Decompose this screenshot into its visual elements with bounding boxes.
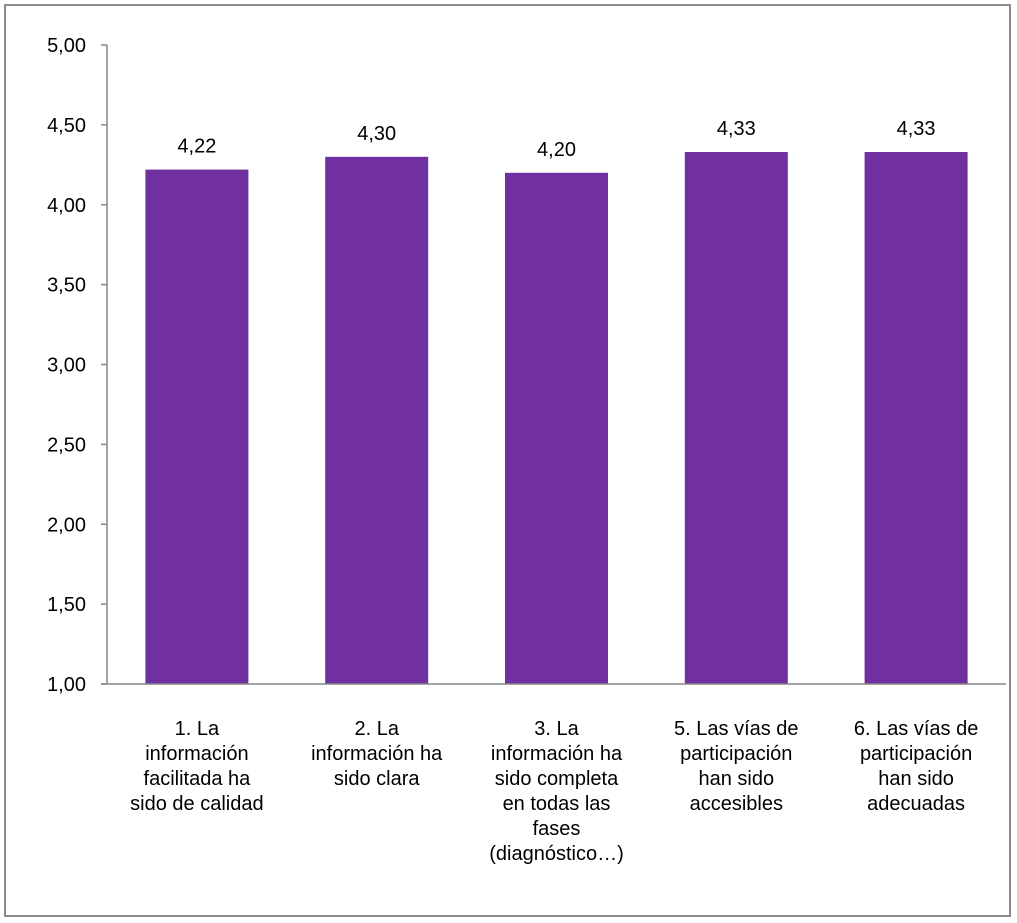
y-tick-label: 3,50: [47, 275, 86, 297]
data-label: 4,33: [897, 118, 936, 140]
y-tick-label: 1,50: [47, 594, 86, 616]
data-label: 4,30: [357, 123, 396, 145]
x-axis-labels: 1. La información facilitada ha sido de cal…: [130, 718, 978, 865]
y-tick-label: 4,00: [47, 195, 86, 217]
data-label: 4,20: [537, 139, 576, 161]
category-label: 5. Las vías de participación han sido acces…: [674, 718, 799, 815]
category-label: 3. La información ha sido completa en todas…: [489, 718, 624, 865]
category-label: 1. La información facilitada ha sido de cal…: [130, 718, 263, 815]
y-tick-label: 1,00: [47, 674, 86, 696]
y-tick-label: 4,50: [47, 115, 86, 137]
category-label: 6. Las vías de participación han sido adecu…: [854, 718, 979, 815]
bars: [145, 152, 968, 685]
y-tick-label: 3,00: [47, 355, 86, 377]
bar: [505, 172, 608, 685]
y-tick-label: 5,00: [47, 35, 86, 57]
bar: [684, 152, 788, 685]
data-labels: 4,22 4,30 4,20 4,33 4,33: [177, 118, 935, 161]
y-axis-ticks: 1,00 1,50 2,00 2,50 3,00 3,50 4,00 4,50 5,00: [47, 35, 107, 696]
bar: [325, 156, 429, 684]
data-label: 4,33: [717, 118, 756, 140]
bar-chart: 1,00 1,50 2,00 2,50 3,00 3,50 4,00 4,50 5,00 4,2…: [47, 35, 1006, 865]
data-label: 4,22: [177, 136, 216, 158]
chart-frame: 1,00 1,50 2,00 2,50 3,00 3,50 4,00 4,50 5,00 4,2…: [4, 4, 1011, 917]
bar: [145, 169, 249, 685]
category-label: 2. La información ha sido clara: [311, 718, 443, 790]
y-tick-label: 2,50: [47, 434, 86, 456]
y-tick-label: 2,00: [47, 514, 86, 536]
bar: [864, 152, 968, 685]
